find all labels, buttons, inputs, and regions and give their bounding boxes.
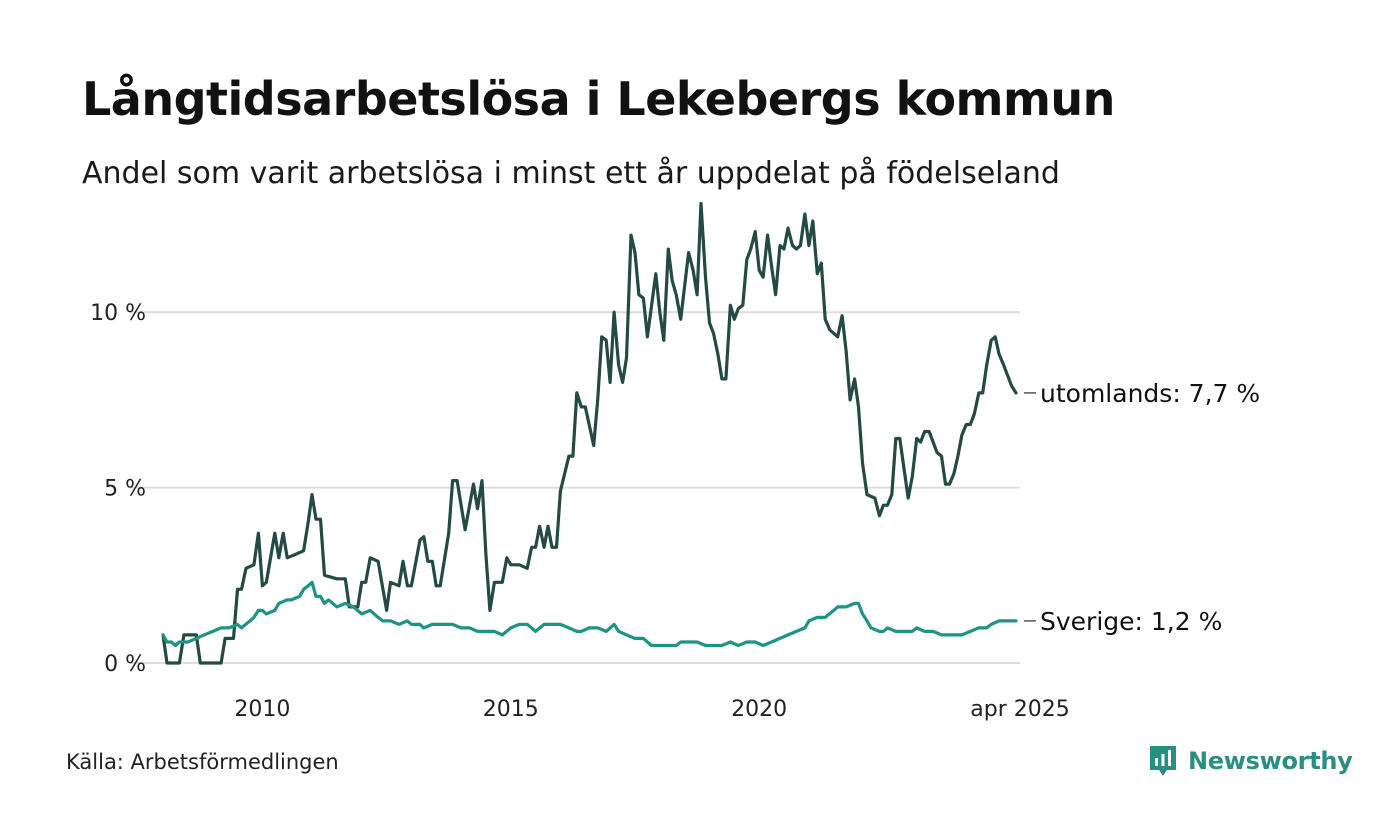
end-label-sverige: Sverige: 1,2 % xyxy=(1040,607,1222,636)
x-axis-ticks: 2010 2015 2020 apr 2025 xyxy=(234,697,1069,722)
newsworthy-logo-icon xyxy=(1150,746,1176,776)
grid-lines xyxy=(130,311,1020,664)
chart-subtitle: Andel som varit arbetslösa i minst ett å… xyxy=(82,156,1060,191)
series-line-sverige xyxy=(161,580,1018,648)
y-tick-label: 0 % xyxy=(104,652,146,677)
source-note: Källa: Arbetsförmedlingen xyxy=(66,750,339,774)
y-tick-label: 5 % xyxy=(104,477,146,502)
chart-title: Långtidsarbetslösa i Lekebergs kommun xyxy=(82,72,1115,126)
x-tick-label: 2020 xyxy=(731,697,787,722)
brand-logo[interactable]: Newsworthy xyxy=(1148,744,1353,778)
x-tick-label: 2015 xyxy=(483,697,539,722)
x-tick-label: apr 2025 xyxy=(970,697,1069,722)
y-tick-label: 10 % xyxy=(90,301,146,326)
series-line-utomlands xyxy=(161,201,1018,665)
y-axis-ticks: 0 % 5 % 10 % xyxy=(90,301,146,677)
series-lines xyxy=(161,201,1018,665)
x-tick-label: 2010 xyxy=(234,697,290,722)
brand-name: Newsworthy xyxy=(1188,747,1353,775)
series-end-labels: utomlands: 7,7 % Sverige: 1,2 % xyxy=(1024,379,1260,636)
end-label-utomlands: utomlands: 7,7 % xyxy=(1040,379,1260,408)
